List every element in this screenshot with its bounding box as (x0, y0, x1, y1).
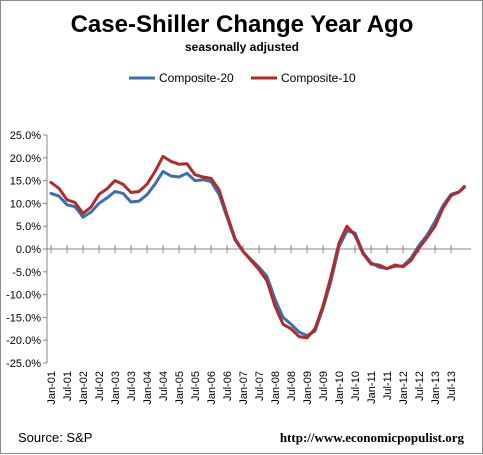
x-tick-label: Jul-09 (318, 371, 330, 401)
x-tick-label: Jul-04 (158, 371, 170, 401)
source-label: Source: S&P (18, 430, 92, 445)
series-layer (49, 154, 466, 340)
x-tick-label: Jul-10 (350, 371, 362, 401)
y-tick-label: 25.0% (10, 130, 41, 142)
x-tick-label: Jul-08 (286, 371, 298, 401)
x-tick-label: Jul-06 (222, 371, 234, 401)
x-tick-label: Jan-02 (78, 371, 90, 405)
x-tick-label: Jul-07 (254, 371, 266, 401)
y-tick-label: 0.0% (16, 244, 41, 256)
x-tick-label: Jan-03 (110, 371, 122, 405)
chart-subtitle: seasonally adjusted (185, 40, 299, 54)
series-line-composite-10 (49, 154, 466, 340)
x-tick-label: Jul-02 (94, 371, 106, 401)
y-axis: 25.0% 20.0% 15.0% 10.0% 5.0% 0.0% -5.0% -10.0% -… (6, 130, 48, 370)
x-tick-label: Jan-08 (270, 371, 282, 405)
y-tick-label: -25.0% (6, 358, 41, 370)
x-tick-label: Jul-12 (414, 371, 426, 401)
x-tick-label: Jan-10 (334, 371, 346, 405)
x-tick-label: Jul-13 (446, 371, 458, 401)
x-tick-label: Jan-06 (206, 371, 218, 405)
x-tick-label: Jan-05 (174, 371, 186, 405)
legend-label: Composite-20 (159, 71, 234, 85)
x-tick-label: Jan-04 (142, 371, 154, 405)
y-tick-label: -20.0% (6, 335, 41, 347)
website-url: http://www.economicpopulist.org (280, 430, 465, 445)
x-tick-label: Jul-05 (190, 371, 202, 401)
y-tick-label: 10.0% (10, 198, 41, 210)
series-line-composite-20 (49, 170, 466, 338)
y-tick-label: -15.0% (6, 312, 41, 324)
x-axis: Jan-01 Jul-01 Jan-02 Jul-02 Jan-03 Jul-03 Jan-… (46, 245, 471, 405)
x-tick-label: Jan-09 (302, 371, 314, 405)
x-tick-label: Jan-11 (366, 371, 378, 404)
y-tick-label: 15.0% (10, 176, 41, 188)
y-tick-label: 5.0% (16, 221, 41, 233)
x-tick-label: Jul-01 (62, 371, 74, 401)
x-tick-label: Jan-07 (238, 371, 250, 405)
x-tick-label: Jan-01 (46, 371, 58, 405)
x-tick-label: Jan-13 (430, 371, 442, 405)
chart-title: Case-Shiller Change Year Ago (71, 11, 414, 38)
y-tick-label: -10.0% (6, 290, 41, 302)
x-tick-label: Jul-11 (382, 371, 394, 400)
legend: Composite-20 Composite-10 (129, 71, 356, 85)
x-tick-label: Jan-12 (398, 371, 410, 405)
x-tick-label: Jul-03 (126, 371, 138, 401)
legend-label: Composite-10 (281, 71, 356, 85)
y-tick-label: 20.0% (10, 153, 41, 165)
y-tick-label: -5.0% (12, 267, 41, 279)
